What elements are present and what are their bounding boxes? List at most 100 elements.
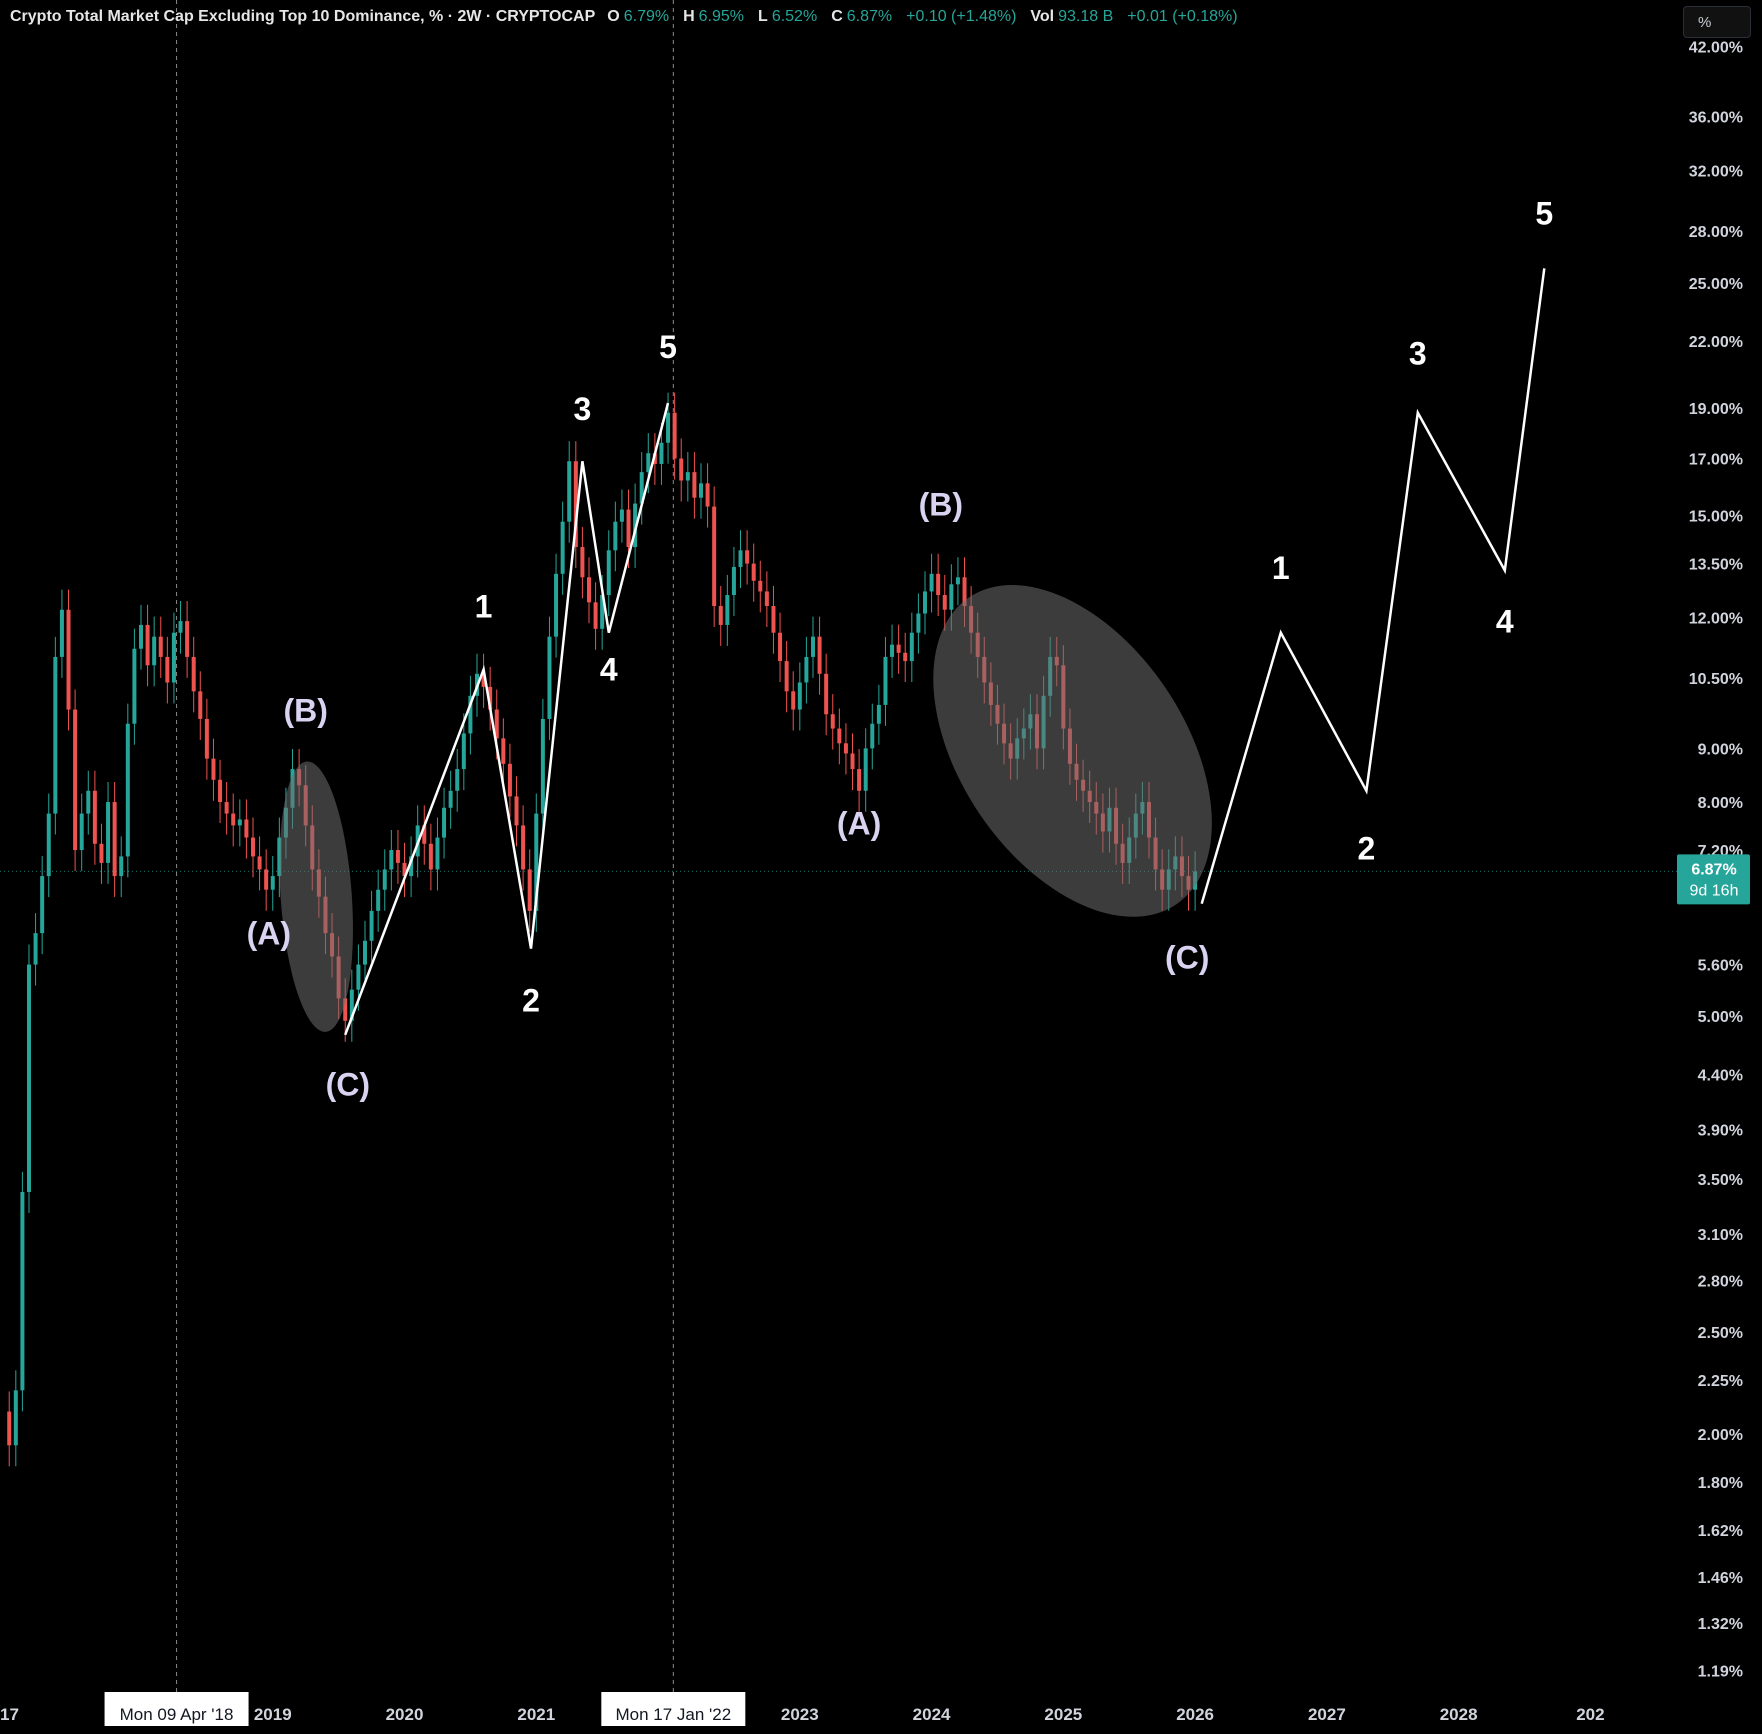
candle-body (817, 636, 822, 674)
candle-body (66, 609, 71, 710)
candle-body (745, 550, 750, 564)
candle-body (125, 723, 130, 857)
symbol-title[interactable]: Crypto Total Market Cap Excluding Top 10… (10, 8, 596, 25)
candle-body (837, 728, 842, 744)
candle-body (527, 869, 532, 911)
time-axis[interactable]: 17 2019 2020 2021 2023 2024 2025 2026 2027 2028 20… (0, 1692, 1605, 1726)
candle-body (666, 412, 671, 443)
candle-body (204, 718, 209, 759)
y-tick-label: 3.90% (1698, 1122, 1743, 1139)
candle-body (376, 889, 381, 911)
candle-body (567, 461, 572, 522)
highlight-ellipses (279, 585, 1212, 1032)
candle-body (481, 673, 486, 687)
candle-body (619, 509, 624, 522)
percent-scale-button[interactable]: % (1683, 6, 1751, 38)
candle-body (791, 691, 796, 710)
candle-body (639, 472, 644, 504)
candle-body (237, 819, 242, 826)
x-tick-label: 2023 (781, 1705, 819, 1724)
y-tick-label: 17.00% (1689, 452, 1743, 469)
candle-body (171, 632, 176, 683)
x-tick-label: 2028 (1440, 1705, 1478, 1724)
highlight-ellipse-correction-2024-2025 (933, 585, 1212, 917)
candle-body (804, 656, 809, 683)
y-tick-label: 5.00% (1698, 1009, 1743, 1026)
volume-value: 93.18 B (1058, 8, 1114, 25)
y-tick-label: 9.00% (1698, 741, 1743, 758)
candle-body (250, 837, 255, 857)
candle-body (916, 613, 921, 633)
candle-body (119, 856, 124, 877)
candle-body (764, 591, 769, 607)
candle-body (843, 743, 848, 754)
candle-body (718, 606, 723, 625)
wave-label-3: 1 (475, 588, 493, 624)
wave-label-13: 3 (1409, 335, 1427, 371)
wave-label-6: 4 (600, 651, 618, 687)
price-axis[interactable]: 42.00% 36.00% 32.00% 28.00% 25.00% 22.00% 19.0… (1689, 39, 1743, 1680)
wave-label-0: (A) (247, 916, 291, 952)
candle-body (936, 573, 941, 596)
crosshair-date-box-0 (104, 1692, 249, 1726)
candle-body (92, 790, 97, 844)
y-tick-label: 1.62% (1698, 1523, 1743, 1540)
candle-body (501, 738, 506, 764)
candle-body (685, 472, 690, 481)
candle-body (442, 807, 447, 838)
candle-body (106, 802, 111, 863)
close-label: C (831, 8, 843, 25)
wave-label-8: (A) (837, 805, 881, 841)
candle-body (231, 813, 236, 826)
wave-label-5: 3 (574, 391, 592, 427)
candle-body (731, 566, 736, 596)
candle-body (409, 856, 414, 877)
candle-body (586, 577, 591, 603)
candle-body (402, 862, 407, 877)
candle-body (488, 686, 493, 710)
candle-body (369, 910, 374, 941)
y-tick-label: 12.00% (1689, 610, 1743, 627)
y-tick-label: 25.00% (1689, 276, 1743, 293)
last-price-tag-box (1677, 854, 1750, 905)
candle-body (428, 843, 433, 870)
candle-body (903, 652, 908, 662)
candle-body (758, 580, 763, 592)
candle-body (600, 595, 605, 629)
candle-body (79, 813, 84, 851)
candle-body (810, 636, 815, 657)
candle-body (850, 753, 855, 770)
low-value: 6.52% (771, 8, 818, 25)
high-value: 6.95% (698, 8, 745, 25)
candle-body (264, 869, 269, 890)
candle-body (949, 584, 954, 610)
candle-body (751, 563, 756, 581)
y-tick-label: 19.00% (1689, 401, 1743, 418)
x-tick-label: 17 (0, 1705, 19, 1724)
open-value: 6.79% (623, 8, 670, 25)
y-tick-label: 2.00% (1698, 1427, 1743, 1444)
candle-body (573, 461, 578, 548)
candle-body (494, 709, 499, 739)
wave-label-12: 2 (1358, 831, 1376, 867)
candle-body (514, 796, 519, 826)
candle-body (606, 550, 611, 596)
candle-body (784, 661, 789, 692)
candle-body (152, 636, 157, 666)
candle-body (145, 624, 150, 666)
candle-body (521, 825, 526, 870)
bar-countdown: 9d 16h (1690, 882, 1739, 899)
volume-change: +0.01 (+0.18%) (1127, 8, 1238, 25)
candle-body (962, 577, 967, 607)
x-tick-label: 2026 (1176, 1705, 1214, 1724)
y-tick-label: 1.46% (1698, 1570, 1743, 1587)
y-tick-label: 36.00% (1689, 110, 1743, 127)
candle-body (356, 964, 361, 990)
y-tick-label: 2.50% (1698, 1325, 1743, 1342)
y-tick-label: 5.60% (1698, 958, 1743, 975)
candle-body (830, 714, 835, 729)
crosshair-date-box-1 (601, 1692, 746, 1726)
candle-body (59, 609, 64, 657)
